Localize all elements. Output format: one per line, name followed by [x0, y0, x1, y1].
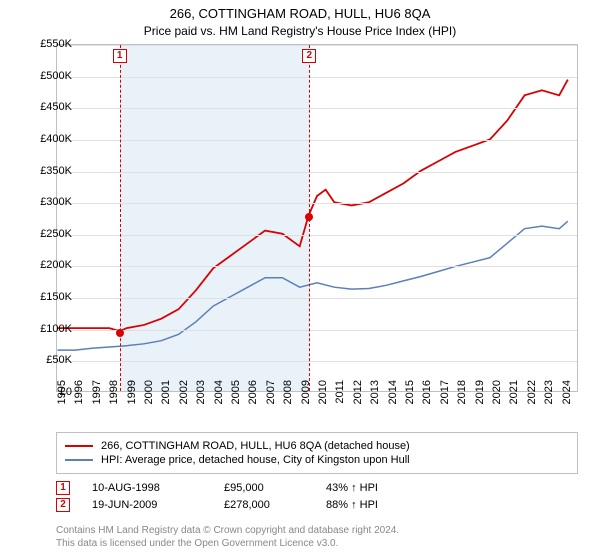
- x-axis-tick: 2019: [474, 380, 486, 416]
- chart-plot-area: 12: [56, 44, 578, 392]
- x-axis-tick: 1998: [108, 380, 120, 416]
- transaction-price: £95,000: [224, 482, 304, 494]
- y-axis-tick: £400K: [22, 133, 72, 145]
- transaction-pct: 88% ↑ HPI: [326, 499, 378, 511]
- x-axis-tick: 2004: [213, 380, 225, 416]
- marker-vline: [120, 45, 121, 391]
- series-line: [58, 80, 568, 332]
- x-axis-tick: 1999: [126, 380, 138, 416]
- x-axis-tick: 2009: [300, 380, 312, 416]
- transaction-date: 10-AUG-1998: [92, 482, 202, 494]
- gridline: [57, 140, 577, 141]
- transaction-pct: 43% ↑ HPI: [326, 482, 378, 494]
- page-subtitle: Price paid vs. HM Land Registry's House …: [0, 21, 600, 42]
- gridline: [57, 266, 577, 267]
- series-line: [58, 221, 568, 350]
- x-axis-tick: 2022: [526, 380, 538, 416]
- x-axis-tick: 1997: [91, 380, 103, 416]
- page-title: 266, COTTINGHAM ROAD, HULL, HU6 8QA: [0, 0, 600, 21]
- marker-dot: [305, 213, 313, 221]
- x-axis-tick: 2002: [178, 380, 190, 416]
- legend-swatch: [65, 459, 93, 461]
- y-axis-tick: £50K: [22, 354, 72, 366]
- gridline: [57, 172, 577, 173]
- y-axis-tick: £500K: [22, 70, 72, 82]
- legend-swatch: [65, 445, 93, 447]
- y-axis-tick: £100K: [22, 323, 72, 335]
- transaction-date: 19-JUN-2009: [92, 499, 202, 511]
- transaction-marker: 2: [56, 498, 70, 512]
- legend-item: HPI: Average price, detached house, City…: [65, 454, 569, 466]
- y-axis-tick: £450K: [22, 101, 72, 113]
- x-axis-tick: 2021: [508, 380, 520, 416]
- x-axis-tick: 2000: [143, 380, 155, 416]
- gridline: [57, 298, 577, 299]
- marker-dot: [116, 329, 124, 337]
- chart-lines-svg: [57, 45, 577, 391]
- y-axis-tick: £200K: [22, 259, 72, 271]
- legend-label: HPI: Average price, detached house, City…: [101, 454, 410, 466]
- footer-line-1: Contains HM Land Registry data © Crown c…: [56, 524, 399, 537]
- x-axis-tick: 2018: [456, 380, 468, 416]
- x-axis-tick: 2015: [404, 380, 416, 416]
- x-axis-tick: 2013: [369, 380, 381, 416]
- gridline: [57, 330, 577, 331]
- up-arrow-icon: ↑: [351, 499, 357, 511]
- x-axis-tick: 2023: [543, 380, 555, 416]
- x-axis-tick: 2012: [352, 380, 364, 416]
- transaction-table: 1 10-AUG-1998 £95,000 43% ↑ HPI 2 19-JUN-2009…: [56, 478, 378, 515]
- y-axis-tick: £350K: [22, 165, 72, 177]
- x-axis-tick: 2003: [195, 380, 207, 416]
- x-axis-tick: 2007: [265, 380, 277, 416]
- transaction-marker: 1: [56, 481, 70, 495]
- x-axis-tick: 1996: [73, 380, 85, 416]
- y-axis-tick: £250K: [22, 228, 72, 240]
- gridline: [57, 361, 577, 362]
- up-arrow-icon: ↑: [351, 482, 357, 494]
- x-axis-tick: 2016: [421, 380, 433, 416]
- x-axis-tick: 2011: [334, 380, 346, 416]
- x-axis-tick: 2017: [439, 380, 451, 416]
- transaction-row: 2 19-JUN-2009 £278,000 88% ↑ HPI: [56, 498, 378, 512]
- x-axis-tick: 2001: [160, 380, 172, 416]
- gridline: [57, 45, 577, 46]
- legend-item: 266, COTTINGHAM ROAD, HULL, HU6 8QA (det…: [65, 440, 569, 452]
- transaction-row: 1 10-AUG-1998 £95,000 43% ↑ HPI: [56, 481, 378, 495]
- x-axis-tick: 2006: [247, 380, 259, 416]
- legend: 266, COTTINGHAM ROAD, HULL, HU6 8QA (det…: [56, 432, 578, 474]
- gridline: [57, 203, 577, 204]
- gridline: [57, 235, 577, 236]
- marker-label: 2: [302, 49, 316, 63]
- footer-line-2: This data is licensed under the Open Gov…: [56, 537, 399, 550]
- y-axis-tick: £550K: [22, 38, 72, 50]
- marker-label: 1: [113, 49, 127, 63]
- x-axis-tick: 2008: [282, 380, 294, 416]
- y-axis-tick: £150K: [22, 291, 72, 303]
- x-axis-tick: 2014: [387, 380, 399, 416]
- x-axis-tick: 2024: [561, 380, 573, 416]
- x-axis-tick: 2020: [491, 380, 503, 416]
- gridline: [57, 108, 577, 109]
- transaction-price: £278,000: [224, 499, 304, 511]
- footer-attribution: Contains HM Land Registry data © Crown c…: [56, 524, 399, 550]
- chart-container: 266, COTTINGHAM ROAD, HULL, HU6 8QA Pric…: [0, 0, 600, 560]
- gridline: [57, 77, 577, 78]
- y-axis-tick: £300K: [22, 196, 72, 208]
- x-axis-tick: 1995: [56, 380, 68, 416]
- x-axis-tick: 2005: [230, 380, 242, 416]
- legend-label: 266, COTTINGHAM ROAD, HULL, HU6 8QA (det…: [101, 440, 410, 452]
- x-axis-tick: 2010: [317, 380, 329, 416]
